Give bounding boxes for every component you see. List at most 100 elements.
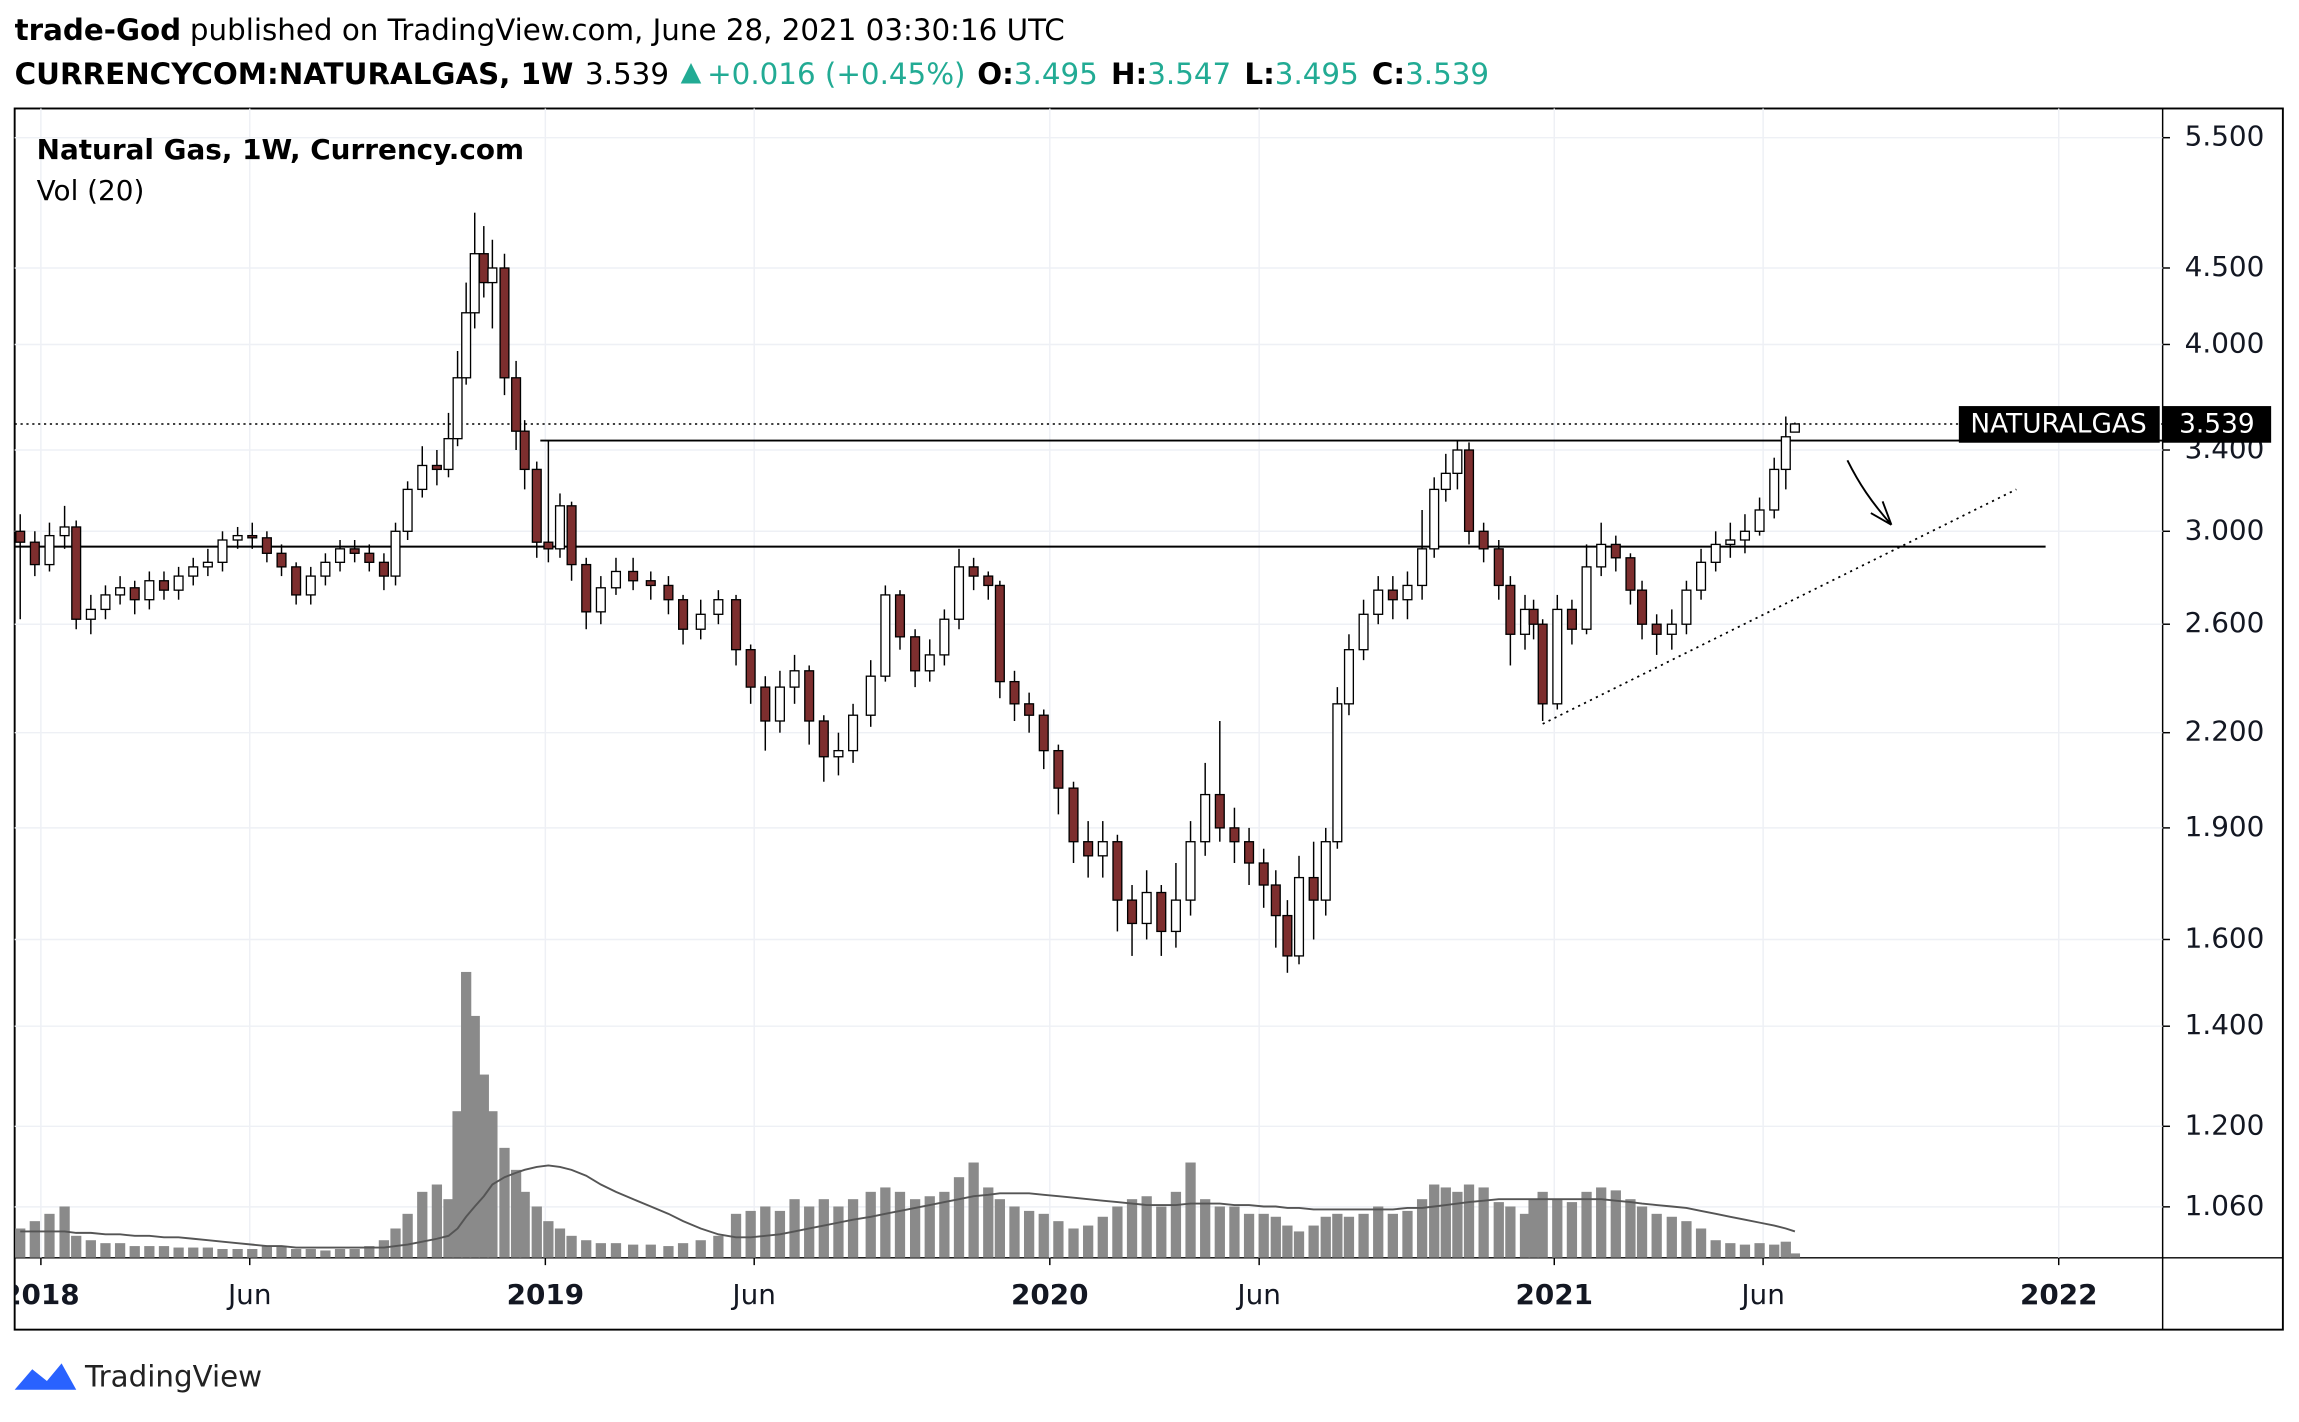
volume-bar — [1141, 1196, 1152, 1258]
candle-body — [774, 686, 785, 722]
candle-body — [1463, 449, 1475, 532]
candle-body — [1387, 589, 1398, 601]
candle-body — [566, 505, 577, 566]
volume-bar — [804, 1206, 815, 1258]
candle-body — [247, 534, 258, 539]
volume-bar — [202, 1247, 214, 1258]
volume-bar — [417, 1191, 428, 1258]
candle-body — [173, 575, 184, 591]
x-tick-label: Jun — [1739, 1278, 1785, 1311]
candle-body — [487, 267, 498, 284]
volume-bar — [1068, 1228, 1079, 1258]
price-label: NATURALGAS 3.539 — [1958, 406, 2272, 443]
volume-bar — [1625, 1199, 1636, 1258]
footer-brand: TradingView — [84, 1360, 262, 1394]
volume-bar — [129, 1246, 140, 1258]
candle-body — [29, 541, 40, 566]
volume-bar — [1789, 1253, 1801, 1258]
candle-body — [85, 608, 96, 620]
candle-body — [1440, 472, 1451, 491]
volume-bar — [1270, 1216, 1281, 1258]
candle-body — [848, 714, 859, 752]
volume-bar — [627, 1244, 639, 1258]
ohlc-label: L: — [1244, 56, 1274, 90]
volume-bar — [1440, 1187, 1451, 1258]
volume-bar — [100, 1243, 111, 1258]
volume-bar — [1478, 1187, 1489, 1258]
volume-bar — [1402, 1210, 1413, 1258]
volume-bar — [85, 1240, 96, 1258]
candle-body — [364, 552, 375, 563]
volume-bar — [232, 1249, 243, 1258]
candle-body — [1024, 703, 1035, 716]
x-tick-label: Jun — [1235, 1278, 1281, 1311]
volume-bar — [1156, 1206, 1167, 1258]
candle-body — [115, 587, 126, 596]
volume-bar — [1320, 1216, 1331, 1258]
up-arrow-icon — [680, 63, 702, 84]
y-tick-label: 2.200 — [2185, 715, 2265, 748]
volume-bar — [554, 1228, 566, 1258]
candle-body — [519, 430, 530, 471]
volume-bar — [1293, 1231, 1305, 1258]
volume-bar — [378, 1240, 390, 1258]
candle-body — [1068, 787, 1079, 843]
candle-body — [531, 468, 542, 543]
volume-bar — [847, 1199, 859, 1258]
volume-bar — [1739, 1244, 1751, 1258]
volume-bar — [1493, 1202, 1504, 1258]
candle-body — [713, 599, 724, 615]
candle-body — [543, 541, 554, 550]
candle-body — [939, 618, 950, 656]
candle-body — [983, 575, 994, 587]
volume-bar — [276, 1246, 287, 1258]
change: +0.016 (+0.45%) — [707, 56, 965, 90]
volume-bar — [1387, 1213, 1398, 1258]
candle-body — [678, 599, 689, 630]
candle-body — [924, 654, 935, 672]
candle-body — [1651, 623, 1662, 635]
volume-bar — [909, 1199, 921, 1258]
ohlc-label: O: — [977, 56, 1014, 90]
volume-bar — [1112, 1206, 1123, 1258]
candle-body — [499, 267, 510, 379]
y-tick-label: 4.500 — [2185, 250, 2265, 283]
candle-body — [1373, 589, 1384, 615]
candle-body — [1789, 423, 1800, 433]
candle-body — [1185, 841, 1196, 901]
y-tick-label: 1.600 — [2185, 921, 2265, 954]
hand-drawn-arrow — [1846, 459, 1893, 526]
candle-body — [953, 566, 965, 620]
volume-bar — [305, 1249, 316, 1258]
candle-body — [1156, 891, 1167, 933]
volume-bar — [924, 1196, 935, 1258]
ohlc-label: H: — [1111, 56, 1147, 90]
candle-body — [461, 312, 472, 379]
volume-bar — [1214, 1206, 1225, 1258]
volume-bar — [610, 1243, 622, 1258]
candle-body — [1666, 623, 1677, 635]
candle-body — [100, 594, 111, 611]
volume-bar — [144, 1246, 155, 1258]
volume-bar — [939, 1191, 950, 1258]
volume-bar — [1038, 1213, 1049, 1258]
candle-body — [894, 594, 906, 638]
candle-body — [730, 599, 742, 651]
candle-body — [1282, 914, 1293, 957]
y-tick-label: 1.900 — [2185, 810, 2265, 843]
volume-bar — [1308, 1225, 1319, 1258]
candle-body — [789, 670, 800, 688]
x-tick-label: 2020 — [1011, 1278, 1089, 1311]
candle-body — [232, 534, 243, 541]
candle-body — [1452, 449, 1463, 475]
volume-bar — [443, 1199, 454, 1258]
y-tick-label: 2.600 — [2185, 606, 2265, 639]
volume-bar — [188, 1247, 199, 1258]
grid — [14, 108, 2163, 1258]
volume-bar — [595, 1243, 606, 1258]
volume-bar — [1243, 1213, 1255, 1258]
chart-frame — [13, 107, 2284, 1331]
candle-body — [645, 580, 656, 587]
volume-bar — [833, 1206, 844, 1258]
volume-bar — [1769, 1244, 1780, 1258]
